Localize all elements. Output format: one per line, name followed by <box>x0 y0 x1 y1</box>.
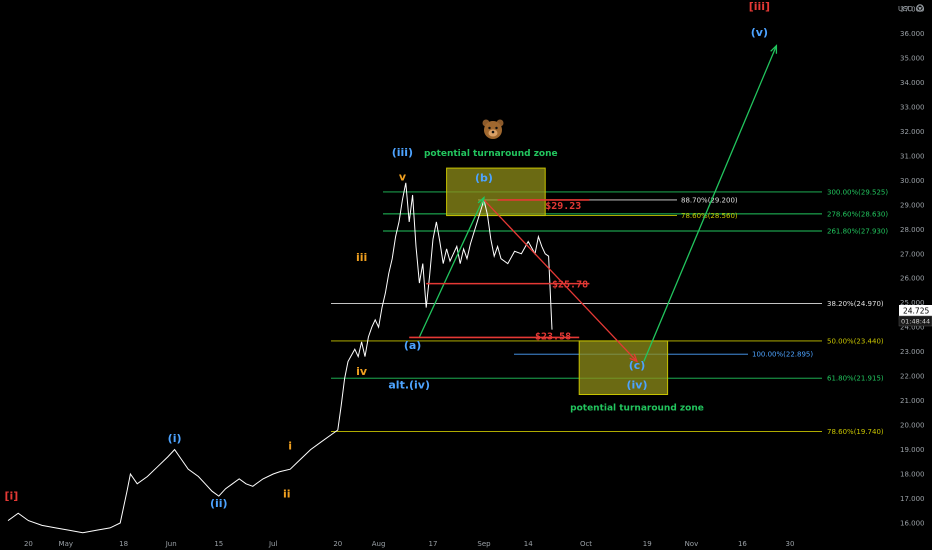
wave-c-arrow-head <box>629 353 639 363</box>
fib-level-label: 278.60%(28.630) <box>827 210 888 218</box>
y-tick-label: 36.000 <box>900 30 925 38</box>
x-tick-label: Oct <box>580 540 592 548</box>
y-tick-label: 32.000 <box>900 128 925 136</box>
x-tick-label: Aug <box>372 540 386 548</box>
fib-level-label: 78.60%(19.740) <box>827 428 884 436</box>
y-tick-label: 34.000 <box>900 79 925 87</box>
wave-b-arrow-head <box>477 195 485 206</box>
x-tick-label: Jun <box>165 540 177 548</box>
wave-label-i-bracket: [i] <box>4 490 18 503</box>
price-targets: $29.23 $25.78 $23.58 <box>409 199 590 342</box>
x-tick-label: 30 <box>786 540 795 548</box>
x-tick-label: May <box>59 540 73 548</box>
price-target-label: $29.23 <box>545 201 581 212</box>
y-tick-label: 21.000 <box>900 397 925 405</box>
fib-level-label: 78.60%(28.560) <box>681 212 738 220</box>
x-tick-label: 20 <box>333 540 342 548</box>
turnaround-zone-label: potential turnaround zone <box>570 403 704 413</box>
y-tick-label: 37.000 <box>900 6 925 14</box>
wave-label-iv-paren: (iv) <box>627 378 648 391</box>
price-target-label: $23.58 <box>535 331 571 342</box>
fib-level-label: 50.00%(23.440) <box>827 337 884 345</box>
wave-v-arrow-head <box>770 44 778 54</box>
x-tick-label: 17 <box>429 540 438 548</box>
y-tick-label: 35.000 <box>900 54 925 62</box>
x-tick-label: Sep <box>477 540 491 548</box>
wave-label-ii-paren: (ii) <box>210 497 228 510</box>
axis-header: USD <box>898 4 924 13</box>
y-tick-label: 23.000 <box>900 348 925 356</box>
bear-icon <box>482 119 504 139</box>
fib-level-label: 61.80%(21.915) <box>827 375 884 383</box>
y-tick-label: 18.000 <box>900 471 925 479</box>
y-tick-label: 22.000 <box>900 373 925 381</box>
wave-label-i-small: i <box>288 440 292 453</box>
x-tick-label: 20 <box>24 540 33 548</box>
turnaround-zone-box <box>446 167 546 217</box>
price-target-label: $25.78 <box>552 280 588 291</box>
x-tick-label: Jul <box>268 540 278 548</box>
fib-level-label: 88.70%(29.200) <box>681 196 738 204</box>
time-axis: 20 May 18 Jun 15 Jul 20 Aug 17 Sep 14 Oct 19 Nov 16 30 <box>24 540 795 548</box>
wave-label-a-paren: (a) <box>404 339 421 352</box>
turnaround-zones: potential turnaround zone potential turna… <box>424 149 704 414</box>
wave-label-iii-paren: (iii) <box>392 146 413 159</box>
wave-label-iv-small: iv <box>356 365 368 378</box>
turnaround-zone-box <box>578 340 669 396</box>
y-tick-label: 31.000 <box>900 152 925 160</box>
turnaround-zone-label: potential turnaround zone <box>424 149 558 159</box>
wave-label-c-paren: (c) <box>629 359 646 372</box>
wave-label-v-paren: (v) <box>751 26 768 39</box>
wave-label-iii-small: iii <box>356 251 367 264</box>
price-axis: 16.000 17.000 18.000 19.000 20.000 21.000 22.0… <box>900 6 925 528</box>
wave-label-iii-bracket: [iii] <box>749 0 770 13</box>
fib-level-label: 261.80%(27.930) <box>827 227 888 235</box>
x-tick-label: 16 <box>738 540 747 548</box>
y-tick-label: 29.000 <box>900 201 925 209</box>
y-tick-label: 16.000 <box>900 520 925 528</box>
current-price-badge: 24.725 01:48:44 <box>898 305 932 327</box>
wave-label-v-small: v <box>399 170 407 183</box>
y-tick-label: 33.000 <box>900 103 925 111</box>
gear-icon[interactable] <box>916 4 924 12</box>
wave-label-b-paren: (b) <box>475 172 493 185</box>
wave-v-arrow <box>643 45 777 362</box>
y-tick-label: 20.000 <box>900 422 925 430</box>
wave-label-alt-iv: alt.(iv) <box>388 378 430 391</box>
fib-level-label: 300.00%(29.525) <box>827 188 888 196</box>
wave-b-arrow <box>418 197 485 338</box>
fib-level-label: 100.00%(22.895) <box>752 351 813 359</box>
x-tick-label: 15 <box>214 540 223 548</box>
y-tick-label: 27.000 <box>900 250 925 258</box>
bar-timer: 01:48:44 <box>901 318 930 326</box>
y-tick-label: 24.000 <box>900 324 925 332</box>
currency-label: USD <box>898 5 913 13</box>
y-tick-label: 17.000 <box>900 495 925 503</box>
projection-arrows <box>418 44 778 363</box>
y-tick-label: 26.000 <box>900 275 925 283</box>
wave-labels: [iii](v)(iii)v (b)iii(a)ivalt.(iv)(c)(iv)… <box>4 0 770 510</box>
y-tick-label: 19.000 <box>900 446 925 454</box>
y-tick-label: 25.000 <box>900 299 925 307</box>
x-tick-label: 18 <box>119 540 128 548</box>
x-tick-label: Nov <box>685 540 699 548</box>
x-tick-label: 19 <box>643 540 652 548</box>
fib-level-label: 38.20%(24.970) <box>827 300 884 308</box>
current-price: 24.725 <box>903 307 929 316</box>
y-tick-label: 30.000 <box>900 177 925 185</box>
wave-c-arrow <box>483 199 638 362</box>
wave-label-i-paren: (i) <box>168 432 182 445</box>
y-tick-label: 28.000 <box>900 226 925 234</box>
x-tick-label: 14 <box>524 540 533 548</box>
wave-label-ii-small: ii <box>283 487 291 500</box>
